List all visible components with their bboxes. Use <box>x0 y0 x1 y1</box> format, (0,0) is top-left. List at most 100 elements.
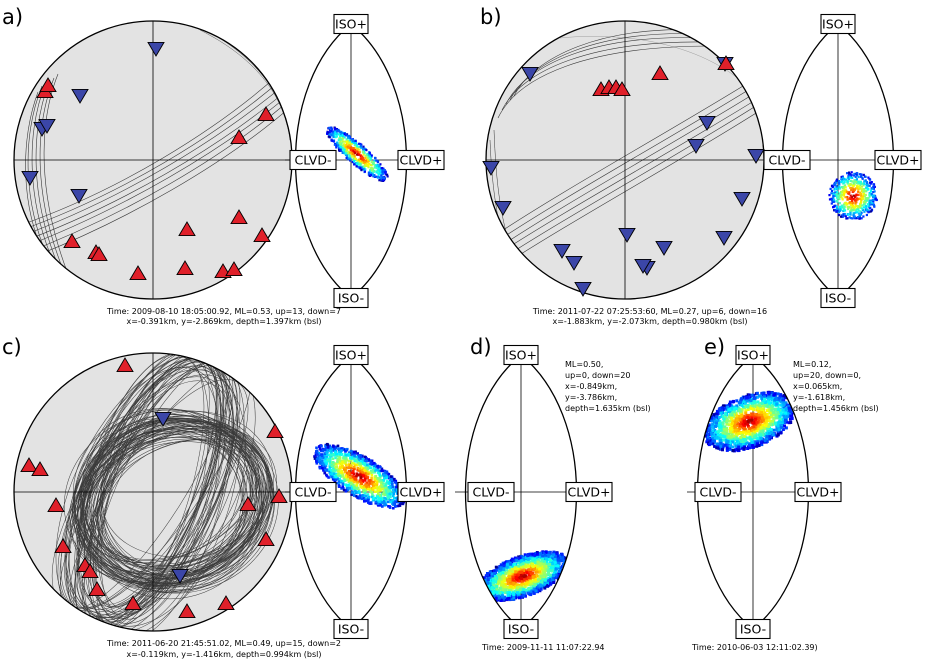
density-cell <box>860 217 863 220</box>
density-cell <box>743 445 747 449</box>
density-cell <box>750 407 754 411</box>
density-cell <box>746 405 750 409</box>
density-cell <box>385 475 389 478</box>
density-cell <box>536 564 540 568</box>
density-cell <box>860 211 863 214</box>
density-cell <box>767 430 771 434</box>
density-cell <box>770 404 774 408</box>
density-cell <box>328 126 331 130</box>
density-cell <box>760 427 764 431</box>
density-cell <box>359 476 362 479</box>
density-cell <box>519 587 523 591</box>
density-cell <box>374 500 378 504</box>
density-cell <box>352 462 356 465</box>
density-cell <box>511 578 515 582</box>
density-cell <box>774 413 778 417</box>
density-cell <box>352 465 356 469</box>
nodal-line <box>104 439 268 575</box>
density-cell <box>858 181 861 185</box>
density-cell <box>505 563 509 567</box>
density-cell <box>335 452 338 456</box>
density-cell <box>755 412 759 416</box>
density-cell <box>779 398 783 402</box>
density-cell <box>376 176 379 179</box>
density-cell <box>322 469 325 472</box>
density-cell <box>751 444 755 448</box>
density-cell <box>705 440 709 444</box>
density-cell <box>367 458 371 461</box>
density-cell <box>338 142 341 145</box>
density-cell <box>337 133 341 136</box>
density-cell <box>846 196 849 199</box>
density-cell <box>735 439 739 443</box>
density-cell <box>726 440 730 444</box>
density-cell <box>392 492 396 495</box>
density-cell <box>381 167 384 170</box>
density-cell <box>857 175 860 179</box>
up-polarity-marker <box>176 260 194 276</box>
density-cell <box>477 585 481 589</box>
density-cell <box>382 472 385 476</box>
density-cell <box>360 169 363 172</box>
density-cell <box>313 457 317 460</box>
density-cell <box>507 588 511 592</box>
density-cell <box>373 477 376 481</box>
density-cell <box>479 579 483 582</box>
density-cell <box>487 573 491 577</box>
density-cell <box>477 590 481 594</box>
density-cell <box>501 583 505 587</box>
density-cell <box>344 140 347 143</box>
density-cell <box>316 458 319 461</box>
density-cell <box>785 412 789 416</box>
density-cell <box>369 462 372 466</box>
density-cell <box>338 470 342 474</box>
density-cell <box>392 506 395 510</box>
density-cell <box>859 184 862 187</box>
density-cell <box>333 143 336 146</box>
density-cell <box>330 138 333 141</box>
density-cell <box>839 194 843 197</box>
lune-label-box <box>820 287 856 309</box>
density-cell <box>361 468 365 471</box>
density-cell <box>755 395 759 399</box>
density-cell <box>755 436 759 440</box>
density-cell <box>541 562 545 566</box>
density-cell <box>732 419 736 423</box>
density-cell <box>726 405 730 409</box>
density-cell <box>373 490 377 493</box>
density-cell <box>384 488 388 491</box>
lune-label-iso-plus: ISO+ <box>820 13 856 35</box>
density-cell <box>557 573 561 577</box>
density-cell <box>835 179 838 182</box>
density-cell <box>552 581 556 584</box>
density-cell <box>758 427 762 431</box>
density-cell <box>776 433 780 437</box>
density-cell <box>379 489 382 492</box>
density-cell <box>359 163 362 166</box>
density-cell <box>341 132 345 135</box>
density-cell <box>734 420 738 424</box>
lune-label-iso-minus: ISO- <box>820 287 856 309</box>
density-cell <box>362 145 365 148</box>
density-cell <box>364 494 368 498</box>
density-cell <box>351 152 354 155</box>
density-cell <box>756 408 760 412</box>
up-polarity-marker <box>225 261 243 277</box>
density-cell <box>332 140 335 143</box>
density-cell <box>494 596 498 600</box>
lune-label-iso-plus: ISO+ <box>735 344 771 366</box>
nodal-line <box>91 427 259 593</box>
density-cell <box>854 204 857 208</box>
lune-label-text: ISO+ <box>335 348 367 363</box>
density-cell <box>783 424 786 428</box>
density-cell <box>379 171 382 174</box>
density-cell <box>361 457 365 461</box>
density-cell <box>488 587 492 591</box>
density-cell <box>366 163 369 166</box>
density-cell <box>392 494 395 498</box>
down-polarity-marker <box>747 148 765 164</box>
density-cell <box>380 179 383 182</box>
density-cell <box>776 392 780 396</box>
density-cell <box>843 202 846 205</box>
density-cell <box>550 569 554 573</box>
